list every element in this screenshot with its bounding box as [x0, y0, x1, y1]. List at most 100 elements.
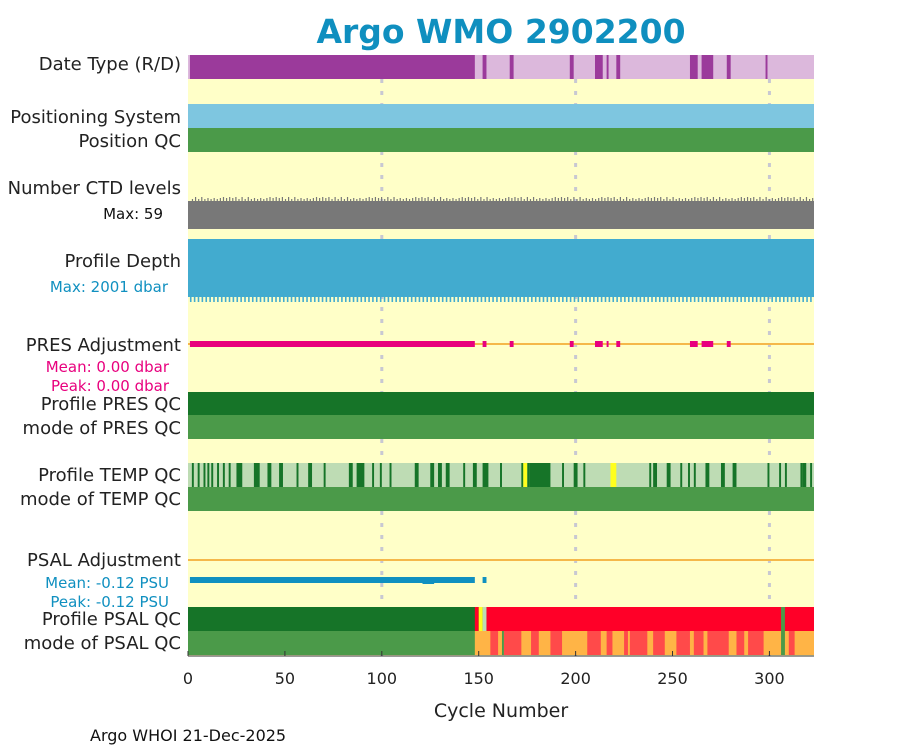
temp-qc-flag-segment: [463, 463, 466, 487]
ctd-level-tick: [427, 197, 429, 201]
mode-psal-qc-red-segment: [788, 631, 795, 655]
profile-depth-tick: [604, 297, 607, 302]
temp-qc-flag-segment: [356, 463, 365, 487]
profile-depth-tick: [593, 297, 595, 302]
positioning-system-band: [188, 104, 814, 128]
temp-qc-flag-segment: [583, 463, 586, 487]
profile-depth-tick: [410, 297, 413, 302]
ctd-level-tick: [756, 199, 758, 203]
profile-depth-tick: [624, 297, 626, 302]
ctd-level-tick: [322, 197, 324, 201]
x-tick-label: 250: [657, 669, 688, 688]
pres-adjustment-segment: [189, 341, 475, 347]
profile-depth-tick: [655, 297, 657, 302]
temp-qc-flag-segment: [228, 463, 231, 487]
ctd-level-tick: [514, 197, 516, 201]
pres-adjustment-segment: [482, 341, 487, 347]
ctd-level-tick: [455, 199, 457, 203]
ctd-level-tick: [365, 198, 367, 202]
profile-depth-tick: [244, 297, 246, 302]
ctd-level-tick: [805, 197, 808, 201]
profile-depth-tick: [639, 297, 642, 302]
temp-qc-flag-segment: [372, 463, 375, 487]
ctd-level-tick: [737, 198, 739, 202]
psal-peak-label: Peak: -0.12 PSU: [50, 593, 169, 611]
ctd-level-tick: [526, 197, 528, 201]
ctd-level-tick: [405, 198, 408, 202]
profile-depth-tick: [713, 297, 715, 302]
date-type-realtime-segment: [689, 55, 698, 79]
ctd-level-tick: [591, 198, 594, 202]
profile-depth-tick: [189, 297, 192, 302]
ctd-level-tick: [250, 199, 252, 203]
profile-depth-tick: [581, 297, 584, 302]
pres-adjustment-segment: [689, 341, 698, 347]
ctd-level-tick: [402, 199, 404, 203]
ctd-level-tick: [210, 199, 212, 203]
mode-psal-qc-red-segment: [748, 631, 764, 655]
mode-psal-qc-red-segment: [676, 631, 690, 655]
ctd-level-tick: [610, 198, 612, 202]
ctd-level-tick: [443, 199, 445, 203]
ctd-level-tick: [626, 197, 628, 201]
temp-qc-flag-segment: [500, 463, 502, 487]
profile-depth-tick: [317, 297, 320, 302]
ctd-level-tick: [303, 199, 305, 203]
profile-depth-tick: [686, 297, 688, 302]
mode-psal-qc-red-segment: [624, 631, 628, 655]
profile-depth-tick: [779, 297, 781, 302]
ctd-levels-band: [188, 201, 814, 229]
profile-depth-tick: [697, 297, 700, 302]
ctd-level-tick: [573, 197, 575, 201]
temp-qc-flag-segment: [267, 463, 272, 487]
ctd-level-tick: [644, 198, 646, 202]
profile-depth-tick: [631, 297, 634, 302]
profile-depth-tick: [403, 297, 405, 302]
x-tick-label: 150: [463, 669, 494, 688]
mode-psal-qc-red-segment: [587, 631, 601, 655]
ctd-level-tick: [384, 199, 386, 203]
mode-psal-qc-red-segment: [550, 631, 563, 655]
ctd-level-tick: [784, 198, 786, 202]
profile-depth-tick: [279, 297, 281, 302]
profile-depth-tick: [589, 297, 591, 302]
pres-mean-label: Mean: 0.00 dbar: [46, 358, 170, 376]
ctd-level-tick: [353, 198, 355, 202]
ctd-level-tick: [601, 197, 603, 201]
profile-depth-tick: [267, 297, 270, 302]
temp-qc-flag-segment: [810, 463, 813, 487]
profile-depth-tick: [771, 297, 773, 302]
profile-depth-tick: [558, 297, 560, 302]
ctd-level-tick: [697, 198, 699, 202]
temp-qc-flag-segment: [653, 463, 658, 487]
ctd-level-tick: [222, 197, 225, 201]
profile-depth-tick: [271, 297, 273, 302]
ctd-level-tick: [588, 199, 590, 203]
profile-depth-tick: [430, 297, 432, 302]
ctd-level-tick: [408, 199, 411, 203]
temp-qc-flag-segment: [253, 463, 260, 487]
profile-depth-tick: [286, 297, 289, 302]
ctd-level-tick: [731, 198, 733, 202]
profile-depth-tick: [248, 297, 250, 302]
ctd-level-tick: [269, 197, 271, 201]
temp-qc-flag-segment: [389, 463, 392, 487]
ctd-level-tick: [191, 199, 194, 203]
ctd-level-tick: [480, 197, 482, 201]
profile-depth-tick: [453, 297, 456, 302]
x-tick-label: 0: [183, 669, 193, 688]
profile-depth-tick: [647, 297, 649, 302]
ctd-level-tick: [548, 199, 550, 203]
ctd-level-tick: [201, 197, 203, 201]
profile-depth-tick: [554, 297, 556, 302]
profile-depth-tick: [217, 297, 219, 302]
profile-depth-tick: [337, 297, 339, 302]
pres-adjustment-segment: [509, 341, 514, 347]
temp-qc-flag-segment: [197, 463, 200, 487]
ctd-level-tick: [439, 197, 442, 201]
chart-title: Argo WMO 2902200: [316, 12, 685, 51]
ctd-level-tick: [452, 198, 454, 202]
ctd-level-tick: [213, 198, 215, 202]
profile-depth-tick: [748, 297, 750, 302]
temp-qc-flag-segment: [680, 463, 683, 487]
